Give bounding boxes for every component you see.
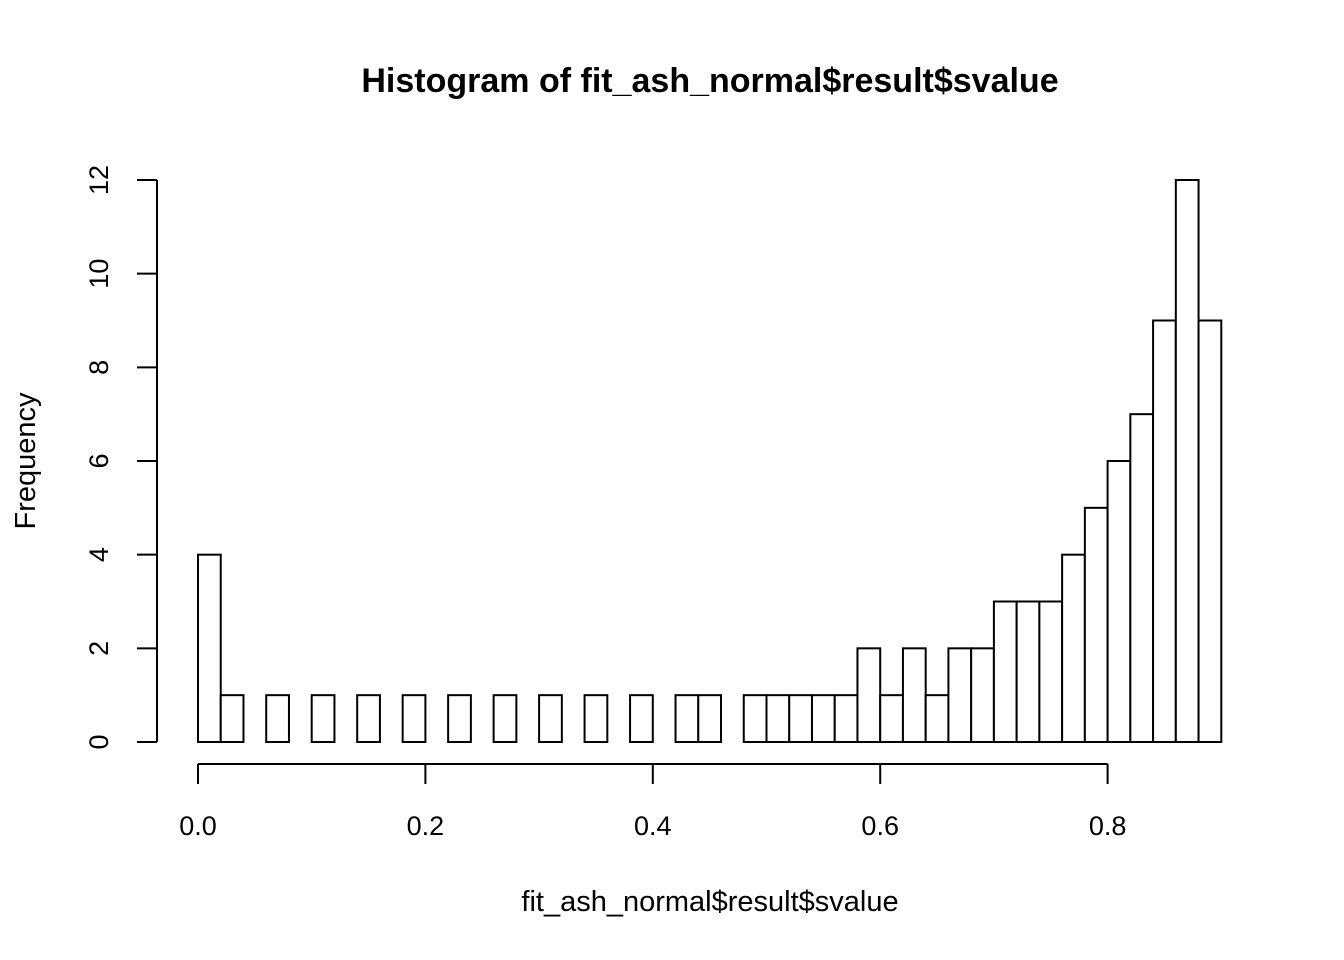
y-tick-label: 10: [84, 259, 114, 289]
histogram-bar: [1197, 319, 1223, 743]
y-tick-label: 4: [84, 547, 114, 562]
histogram-bar: [1174, 179, 1200, 743]
y-tick-label: 2: [84, 641, 114, 656]
histogram-bar: [1061, 553, 1086, 744]
histogram-bar: [401, 694, 427, 743]
x-tick-label: 0.4: [634, 811, 672, 841]
histogram-bar: [219, 694, 245, 743]
chart-title: Histogram of fit_ash_normal$result$svalu…: [361, 62, 1058, 100]
x-axis: 0.0 0.2 0.4 0.6 0.8: [179, 763, 1127, 841]
histogram-bar: [901, 647, 927, 743]
histogram-bar: [492, 694, 518, 743]
y-tick-label: 8: [84, 360, 114, 375]
histogram-bar: [697, 694, 723, 743]
histogram-bar: [1015, 600, 1041, 744]
histogram-bar: [674, 694, 700, 743]
x-tick-label: 0.6: [861, 811, 899, 841]
histogram-bar: [197, 553, 222, 744]
histogram-bar: [583, 694, 609, 743]
histogram-bar: [947, 647, 973, 743]
histogram-bar: [538, 694, 563, 743]
y-tick-label: 0: [84, 734, 114, 749]
histogram-bar: [356, 694, 381, 743]
histogram-bar: [629, 694, 654, 743]
histogram-bar: [970, 647, 995, 743]
histogram-bar: [879, 694, 904, 743]
histogram-bar: [1106, 460, 1132, 743]
histogram-bar: [1129, 413, 1155, 743]
histogram-bar: [924, 694, 950, 743]
y-axis: 0 2 4 6 8 10 12: [84, 165, 158, 750]
histogram-bar: [265, 694, 290, 743]
histogram-bar: [447, 694, 472, 743]
x-tick-label: 0.2: [407, 811, 445, 841]
y-tick-label: 6: [84, 453, 114, 468]
histogram-bar: [1152, 319, 1177, 743]
histogram-bar: [1038, 600, 1064, 744]
histogram-bar: [992, 600, 1018, 744]
x-tick-label: 0.0: [179, 811, 217, 841]
histogram-bars: [197, 179, 1223, 744]
histogram-bar: [810, 694, 836, 743]
x-axis-label: fit_ash_normal$result$svalue: [521, 886, 898, 918]
histogram-bar: [856, 647, 882, 743]
y-tick-label: 12: [84, 165, 114, 195]
histogram-bar: [742, 694, 768, 743]
histogram-bar: [788, 694, 813, 743]
histogram-bar: [833, 694, 859, 743]
histogram-bar: [765, 694, 791, 743]
x-tick-label: 0.8: [1089, 811, 1127, 841]
y-axis-label: Frequency: [10, 392, 42, 530]
histogram-bar: [1083, 506, 1109, 743]
histogram-bar: [310, 694, 336, 743]
